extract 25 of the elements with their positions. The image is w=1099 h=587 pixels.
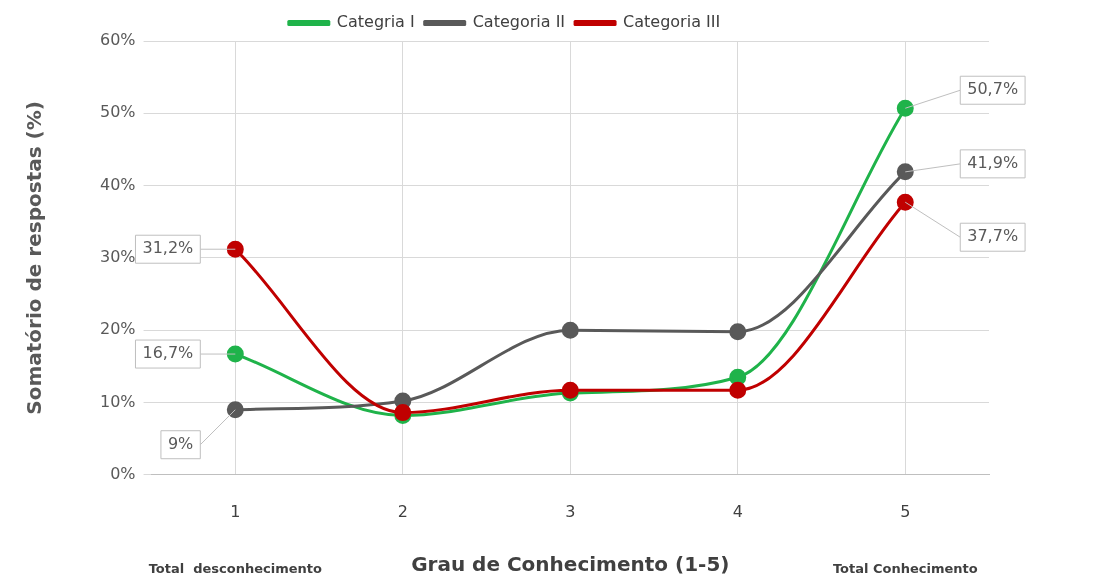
x-tick-label: 2 [397, 501, 408, 521]
y-tick-label: 30% [100, 247, 136, 267]
data-label: 37,7% [967, 226, 1019, 246]
y-tick-label: 10% [100, 391, 136, 411]
y-tick-label: 20% [100, 319, 136, 339]
data-label: 41,9% [967, 153, 1019, 173]
data-label: 9% [167, 433, 194, 453]
y-tick-label: 40% [100, 174, 136, 194]
legend-label: Categoria III [623, 12, 721, 32]
x-tick-label: 1 [230, 501, 241, 521]
x-axis-title: Grau de Conhecimento (1-5) [411, 552, 730, 577]
y-tick-label: 60% [100, 30, 136, 50]
text: Total desconhecimento [148, 561, 323, 577]
x-tick-label: 4 [732, 501, 743, 521]
y-tick-label: 0% [110, 463, 136, 483]
data-label: 16,7% [142, 343, 194, 363]
y-tick-label: 50% [100, 102, 136, 122]
y-axis-title: Somatório de respostas (%) [22, 101, 47, 415]
x-tick-label: 3 [565, 501, 576, 521]
data-label: 31,2% [142, 238, 194, 258]
text: Total Conhecimento [832, 561, 978, 577]
x-tick-label: 5 [900, 501, 911, 521]
legend-label: Categoria II [472, 12, 566, 32]
legend-label: Categria I [336, 12, 415, 32]
data-label: 50,7% [967, 79, 1019, 99]
